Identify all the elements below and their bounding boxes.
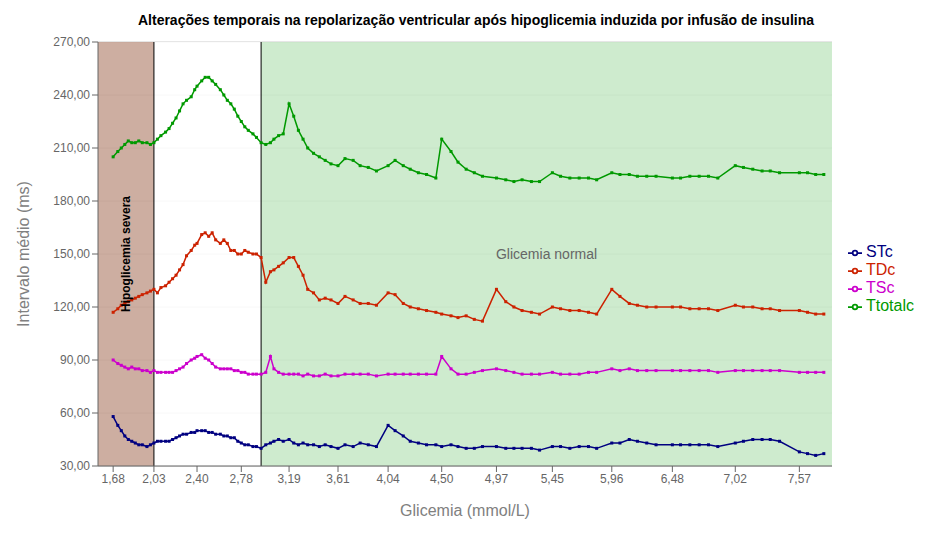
svg-text:4,50: 4,50 (430, 472, 454, 486)
svg-text:1,68: 1,68 (101, 472, 125, 486)
svg-text:90,00: 90,00 (60, 353, 90, 367)
svg-text:120,00: 120,00 (53, 300, 90, 314)
html-text:Alterações temporais na repola: Alterações temporais na repolarização ve… (138, 12, 814, 28)
svg-text:210,00: 210,00 (53, 141, 90, 155)
svg-text:Intervalo médio (ms): Intervalo médio (ms) (15, 181, 32, 327)
svg-text:150,00: 150,00 (53, 247, 90, 261)
svg-text:Glicemia (mmol/L): Glicemia (mmol/L) (400, 502, 530, 519)
svg-text:30,00: 30,00 (60, 459, 90, 473)
svg-text:7,02: 7,02 (724, 472, 748, 486)
svg-text:180,00: 180,00 (53, 194, 90, 208)
svg-text:Hipoglicemia severa: Hipoglicemia severa (119, 196, 133, 312)
svg-text:2,03: 2,03 (142, 472, 166, 486)
svg-text:6,48: 6,48 (661, 472, 685, 486)
svg-text:5,45: 5,45 (541, 472, 565, 486)
svg-text:3,61: 3,61 (326, 472, 350, 486)
svg-text:4,04: 4,04 (376, 472, 400, 486)
html-text:TDc: TDc (866, 261, 896, 278)
svg-text:270,00: 270,00 (53, 35, 90, 49)
svg-text:4,97: 4,97 (485, 472, 509, 486)
svg-text:60,00: 60,00 (60, 406, 90, 420)
html-text:STc: STc (866, 243, 893, 260)
svg-text:2,78: 2,78 (230, 472, 254, 486)
svg-text:3,19: 3,19 (277, 472, 301, 486)
svg-text:240,00: 240,00 (53, 88, 90, 102)
svg-text:7,57: 7,57 (788, 472, 812, 486)
html-text:Ttotalc: Ttotalc (866, 297, 914, 314)
html-text:TSc: TSc (866, 279, 895, 296)
svg-text:Glicemia normal: Glicemia normal (496, 246, 597, 262)
svg-text:2,40: 2,40 (185, 472, 209, 486)
svg-text:5,96: 5,96 (600, 472, 624, 486)
